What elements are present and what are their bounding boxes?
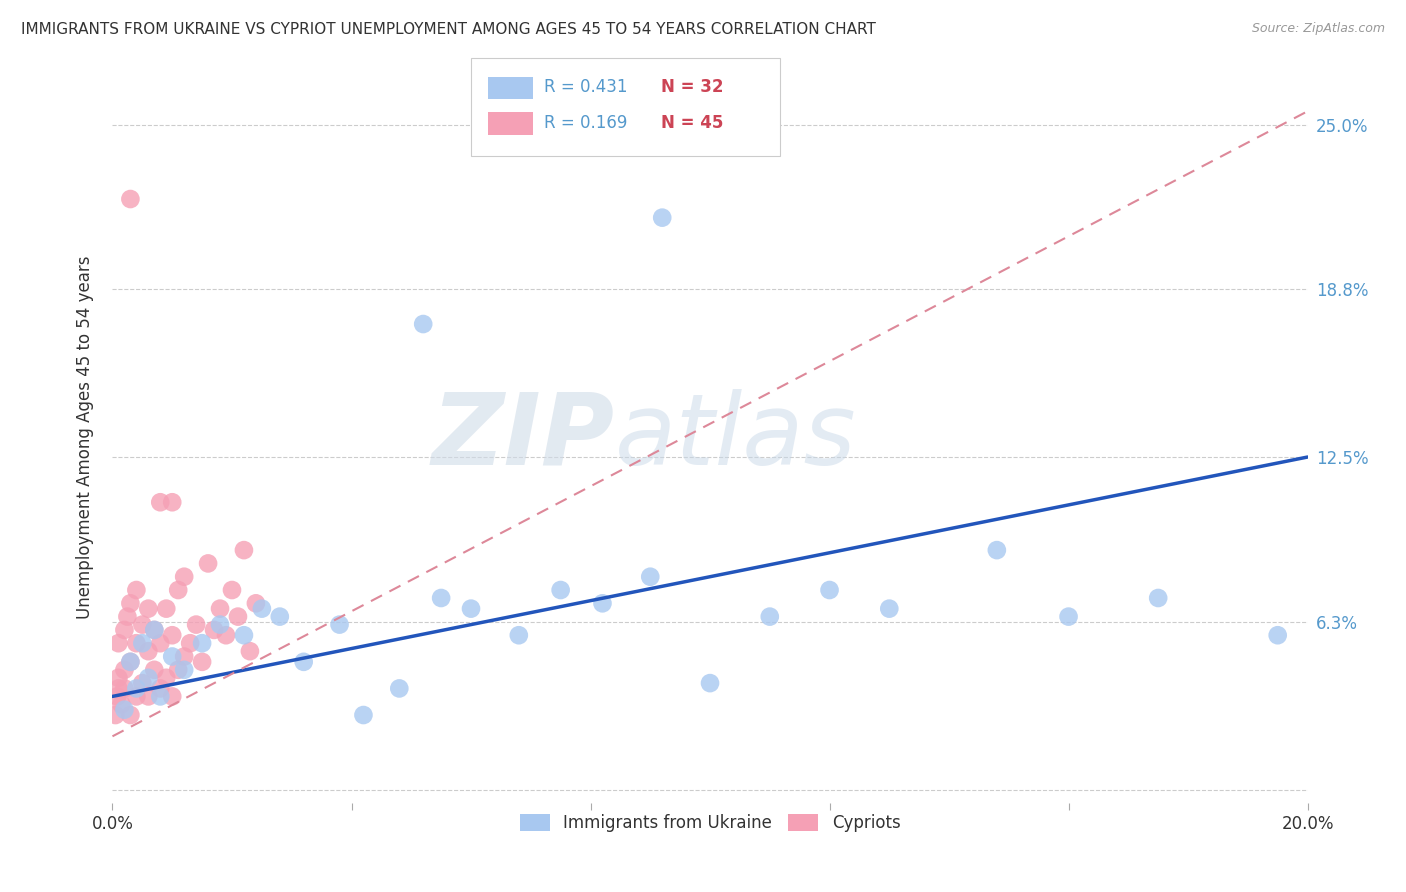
Point [699,676,721,690]
Y-axis label: Unemployment Among Ages 45 to 54 years: Unemployment Among Ages 45 to 54 years [76,255,94,619]
Point [215,628,238,642]
Point [125,636,148,650]
Point [125,681,148,696]
Text: R = 0.431: R = 0.431 [544,78,627,96]
Point [173,570,195,584]
Point [167,582,190,597]
Point [233,543,256,558]
Point [179,636,201,650]
Point [818,582,841,597]
Point [120,655,142,669]
Point [125,690,148,704]
Point [155,671,177,685]
Point [120,596,142,610]
Point [879,601,901,615]
Point [186,617,208,632]
Point [138,690,160,704]
Point [107,671,129,685]
Text: R = 0.169: R = 0.169 [544,114,627,132]
Point [202,623,225,637]
Point [239,644,262,658]
Point [155,601,177,615]
Point [986,543,1008,558]
Point [1267,628,1289,642]
Point [651,211,673,225]
Point [162,649,183,664]
Point [107,681,129,696]
Point [162,690,183,704]
Point [149,690,172,704]
Point [640,570,662,584]
Point [120,655,142,669]
Point [550,582,572,597]
Text: Source: ZipAtlas.com: Source: ZipAtlas.com [1251,22,1385,36]
Point [114,663,135,677]
Point [1057,609,1080,624]
Point [353,708,375,723]
Point [131,617,153,632]
Point [138,671,160,685]
Point [105,690,128,704]
Point [114,681,135,696]
Point [460,601,482,615]
Point [143,663,166,677]
Point [191,655,214,669]
Point [107,636,129,650]
Point [430,591,453,605]
Point [1147,591,1170,605]
Point [226,609,249,624]
Point [269,609,291,624]
Point [104,708,127,723]
Point [162,628,183,642]
Legend: Immigrants from Ukraine, Cypriots: Immigrants from Ukraine, Cypriots [513,807,907,838]
Point [209,601,232,615]
Point [167,663,190,677]
Point [131,636,153,650]
Text: atlas: atlas [614,389,856,485]
Text: N = 32: N = 32 [661,78,723,96]
Point [292,655,315,669]
Point [149,681,172,696]
Point [131,676,153,690]
Point [388,681,411,696]
Point [209,617,232,632]
Text: ZIP: ZIP [432,389,614,485]
Point [149,495,172,509]
Point [143,623,166,637]
Point [191,636,214,650]
Point [138,601,160,615]
Point [114,703,135,717]
Point [329,617,352,632]
Point [245,596,267,610]
Point [173,649,195,664]
Point [508,628,530,642]
Text: IMMIGRANTS FROM UKRAINE VS CYPRIOT UNEMPLOYMENT AMONG AGES 45 TO 54 YEARS CORREL: IMMIGRANTS FROM UKRAINE VS CYPRIOT UNEMP… [21,22,876,37]
Point [173,663,195,677]
Point [138,644,160,658]
Point [162,495,183,509]
Point [233,628,256,642]
Point [759,609,782,624]
Point [110,698,132,712]
Point [197,557,219,571]
Point [117,609,139,624]
Point [221,582,243,597]
Point [412,317,434,331]
Point [143,623,166,637]
Point [149,636,172,650]
Point [120,192,142,206]
Point [114,623,135,637]
Text: N = 45: N = 45 [661,114,723,132]
Point [250,601,273,615]
Point [125,582,148,597]
Point [592,596,614,610]
Point [120,708,142,723]
